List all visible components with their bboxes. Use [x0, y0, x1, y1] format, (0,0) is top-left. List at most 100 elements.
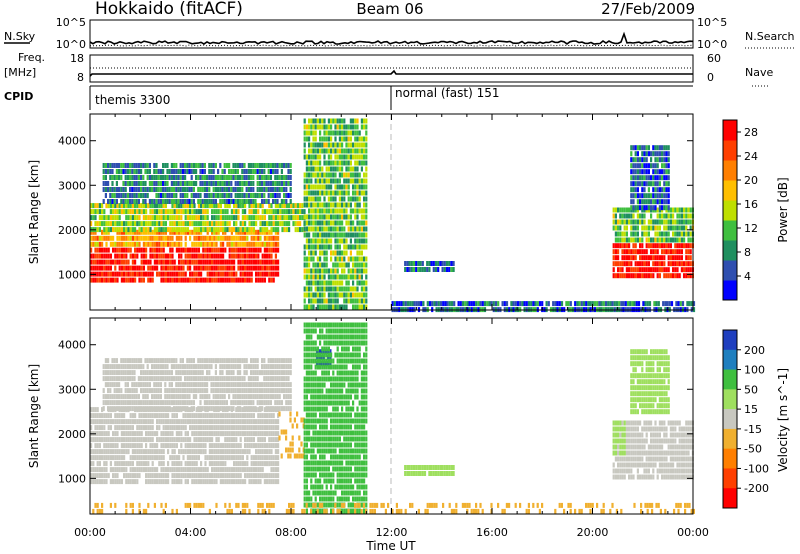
heatmap-cell	[213, 265, 216, 271]
heatmap-cell	[136, 271, 139, 277]
heatmap-cell	[239, 437, 242, 443]
heatmap-cell	[400, 301, 403, 307]
heatmap-cell	[356, 202, 359, 208]
heatmap-cell	[292, 203, 295, 209]
heatmap-cell	[213, 253, 216, 259]
heatmap-cell	[190, 358, 193, 364]
heatmap-cell	[197, 227, 200, 233]
heatmap-cell	[224, 461, 227, 467]
heatmap-cell	[268, 241, 271, 247]
heatmap-cell	[115, 370, 118, 376]
heatmap-cell	[113, 370, 116, 376]
heatmap-cell	[122, 181, 125, 186]
heatmap-cell	[188, 181, 191, 186]
heatmap-cell	[230, 358, 233, 364]
heatmap-cell	[247, 163, 250, 168]
heatmap-cell	[569, 301, 572, 307]
heatmap-cell	[630, 205, 633, 211]
heatmap-cell	[146, 388, 149, 394]
heatmap-cell	[136, 443, 139, 449]
heatmap-cell	[122, 376, 125, 382]
heatmap-cell	[612, 243, 615, 249]
heatmap-cell	[252, 169, 255, 174]
cpid-label: CPID	[4, 90, 33, 103]
heatmap-cell	[92, 259, 95, 265]
heatmap-cell	[538, 301, 542, 307]
heatmap-cell	[341, 190, 344, 196]
heatmap-cell	[356, 148, 359, 154]
heatmap-cell	[184, 425, 187, 431]
heatmap-cell	[266, 227, 269, 233]
heatmap-cell	[263, 479, 266, 485]
heatmap-cell	[250, 193, 253, 198]
heatmap-cell	[363, 298, 366, 304]
heatmap-cell	[625, 243, 628, 249]
heatmap-cell	[244, 413, 247, 419]
heatmap-cell	[189, 425, 192, 431]
heatmap-cell	[212, 358, 215, 364]
heatmap-cell	[641, 151, 644, 157]
heatmap-cell	[206, 370, 209, 376]
heatmap-cell	[265, 187, 268, 192]
heatmap-cell	[656, 169, 659, 175]
heatmap-cell	[120, 265, 123, 271]
heatmap-cell	[325, 304, 328, 310]
heatmap-cell	[338, 286, 341, 292]
heatmap-cell	[180, 479, 183, 485]
heatmap-cell	[195, 431, 198, 437]
heatmap-cell	[212, 406, 215, 412]
heatmap-cell	[319, 166, 322, 172]
heatmap-cell	[272, 467, 275, 473]
heatmap-cell	[674, 267, 677, 273]
heatmap-cell	[131, 169, 134, 174]
heatmap-cell	[134, 479, 137, 485]
heatmap-cell	[144, 199, 147, 204]
heatmap-cell	[145, 473, 148, 479]
heatmap-cell	[665, 243, 668, 249]
heatmap-cell	[123, 253, 126, 259]
heatmap-cell	[241, 227, 244, 233]
heatmap-cell	[126, 175, 129, 180]
heatmap-cell	[250, 229, 253, 235]
heatmap-cell	[112, 467, 115, 473]
heatmap-cell	[142, 394, 145, 400]
heatmap-cell	[349, 148, 352, 154]
heatmap-cell	[332, 304, 335, 310]
heatmap-cell	[299, 215, 302, 221]
heatmap-cell	[94, 443, 97, 449]
heatmap-cell	[206, 406, 209, 412]
heatmap-cell	[112, 241, 115, 247]
heatmap-cell	[111, 394, 114, 400]
heatmap-cell	[222, 235, 225, 241]
heatmap-cell	[192, 376, 195, 382]
heatmap-cell	[319, 178, 322, 184]
heatmap-cell	[138, 227, 141, 233]
heatmap-cell	[658, 151, 661, 157]
heatmap-cell	[280, 199, 283, 204]
heatmap-cell	[246, 467, 249, 473]
heatmap-cell	[214, 199, 217, 204]
heatmap-cell	[178, 467, 181, 473]
heatmap-cell	[252, 175, 255, 180]
heatmap-cell	[614, 237, 617, 243]
heatmap-cell	[310, 130, 313, 136]
heatmap-cell	[277, 241, 280, 247]
heatmap-cell	[129, 473, 132, 479]
heatmap-cell	[189, 449, 192, 455]
heatmap-cell	[219, 419, 222, 425]
heatmap-cell	[233, 413, 236, 419]
heatmap-cell	[191, 455, 194, 461]
heatmap-cell	[669, 207, 672, 213]
heatmap-cell	[173, 406, 176, 412]
heatmap-cell	[261, 461, 264, 467]
heatmap-cell	[341, 274, 344, 280]
heatmap-cell	[330, 220, 333, 226]
heatmap-cell	[201, 199, 204, 204]
heatmap-cell	[247, 193, 250, 198]
heatmap-cell	[164, 479, 167, 485]
heatmap-cell	[316, 244, 319, 250]
heatmap-cell	[98, 277, 101, 283]
heatmap-cell	[138, 241, 141, 247]
heatmap-cell	[338, 214, 341, 220]
